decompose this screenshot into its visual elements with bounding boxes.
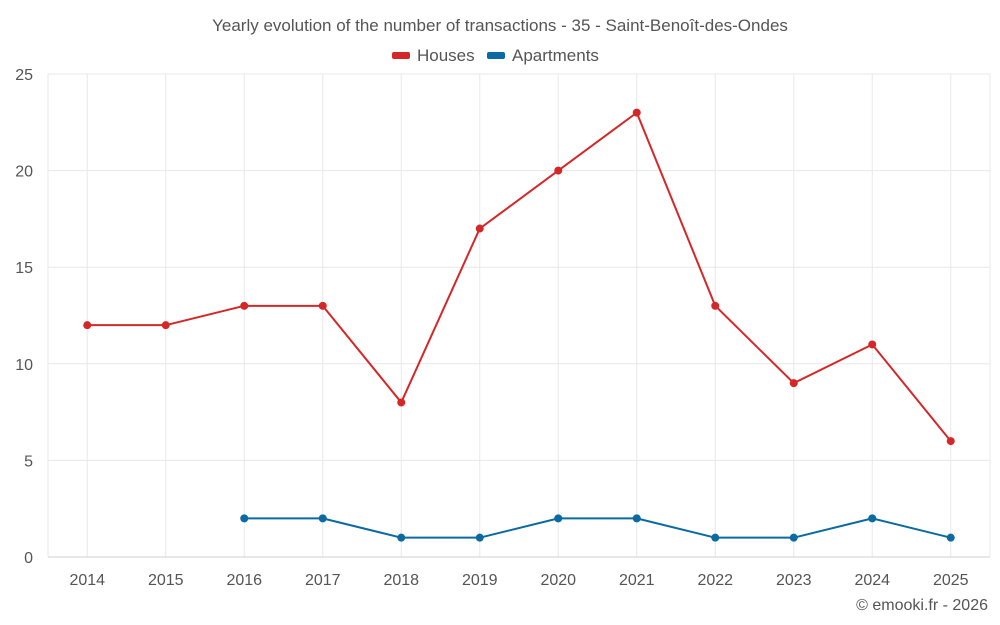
data-point-apartments-2019[interactable] [475,533,484,542]
x-tick-label: 2014 [69,572,105,589]
data-point-houses-2014[interactable] [83,321,92,330]
series-line-apartments [244,517,951,539]
legend-item-apartments[interactable]: Apartments [487,46,599,65]
legend-label: Houses [417,46,475,65]
x-tick-label: 2025 [933,572,969,589]
x-tick-label: 2019 [462,572,498,589]
y-tick-label: 15 [15,260,33,277]
data-point-apartments-2022[interactable] [711,533,720,542]
y-tick-label: 25 [15,67,33,84]
y-axis-ticks: 0 5 10 15 20 25 [15,67,33,567]
data-point-apartments-2016[interactable] [240,514,249,523]
y-gridlines [48,73,990,461]
x-tick-label: 2024 [854,572,890,589]
data-point-houses-2015[interactable] [161,321,170,330]
data-point-apartments-2017[interactable] [318,514,327,523]
series-line-houses [87,111,952,442]
y-tick-label: 0 [24,550,33,567]
data-point-apartments-2018[interactable] [397,533,406,542]
series-apartments [240,514,955,542]
y-tick-label: 5 [24,453,33,470]
data-point-houses-2021[interactable] [632,108,641,117]
x-tick-label: 2018 [383,572,419,589]
x-tick-label: 2023 [776,572,812,589]
x-tick-label: 2022 [697,572,733,589]
data-point-houses-2017[interactable] [318,301,327,310]
x-tick-label: 2020 [540,572,576,589]
data-point-apartments-2023[interactable] [789,533,798,542]
y-tick-label: 20 [15,164,33,181]
credit-text: © emooki.fr - 2026 [856,597,988,614]
legend[interactable]: Houses Apartments [392,46,599,65]
data-point-apartments-2024[interactable] [868,514,877,523]
legend-label: Apartments [512,46,599,65]
x-tick-label: 2017 [305,572,341,589]
x-tick-label: 2016 [226,572,262,589]
data-point-houses-2024[interactable] [868,340,877,349]
data-point-apartments-2021[interactable] [632,514,641,523]
chart-title: Yearly evolution of the number of transa… [212,16,788,35]
series-layer [83,108,955,542]
x-tick-label: 2021 [619,572,655,589]
data-point-apartments-2025[interactable] [946,533,955,542]
data-point-apartments-2020[interactable] [554,514,563,523]
data-point-houses-2025[interactable] [946,437,955,446]
data-point-houses-2022[interactable] [711,301,720,310]
data-point-houses-2020[interactable] [554,166,563,175]
data-point-houses-2023[interactable] [789,379,798,388]
data-point-houses-2016[interactable] [240,301,249,310]
x-tick-label: 2015 [148,572,184,589]
data-point-houses-2019[interactable] [475,224,484,233]
series-houses [83,108,955,446]
legend-item-houses[interactable]: Houses [392,46,475,65]
data-point-houses-2018[interactable] [397,398,406,407]
x-gridlines [47,74,991,557]
legend-swatch [392,52,410,59]
y-tick-label: 10 [15,357,33,374]
legend-swatch [487,52,505,59]
x-axis-ticks: 2014 2015 2016 2017 2018 2019 2020 2021 2022 2023… [69,572,968,589]
